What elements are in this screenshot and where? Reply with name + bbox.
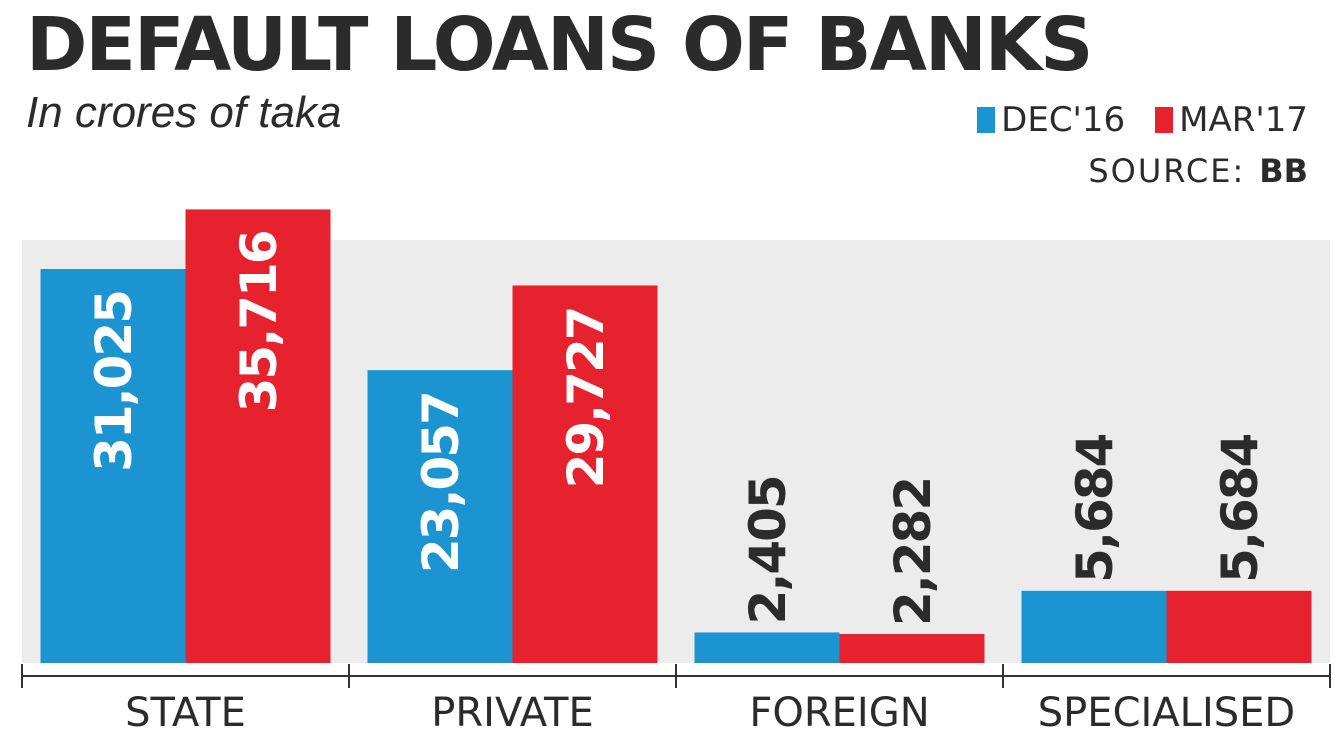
data-label-foreign-0: 2,405: [739, 476, 797, 624]
source-note: SOURCE: BB: [1088, 152, 1308, 190]
legend-item-mar17: MAR'17: [1155, 100, 1308, 140]
source-value: BB: [1259, 152, 1308, 190]
category-label-private: PRIVATE: [431, 690, 593, 731]
source-label: SOURCE:: [1088, 152, 1246, 190]
legend-item-dec16: DEC'16: [977, 100, 1125, 140]
legend-swatch-dec16: [977, 107, 996, 133]
data-label-specialised-0: 5,684: [1066, 434, 1124, 582]
bar-state-1: [185, 209, 331, 663]
data-label-specialised-1: 5,684: [1211, 434, 1269, 582]
data-label-state-1: 35,716: [230, 231, 288, 412]
bar-private-1: [512, 285, 658, 663]
category-label-specialised: SPECIALISED: [1038, 690, 1295, 731]
bar-private-0: [367, 370, 513, 663]
bar-specialised-0: [1021, 590, 1167, 663]
bar-foreign-1: [839, 634, 985, 663]
legend-label-mar17: MAR'17: [1179, 100, 1308, 140]
legend: DEC'16 MAR'17: [977, 100, 1308, 140]
bar-specialised-1: [1166, 590, 1312, 663]
data-label-private-1: 29,727: [557, 307, 615, 488]
category-label-state: STATE: [125, 690, 246, 731]
data-label-foreign-1: 2,282: [884, 478, 942, 626]
chart-title: DEFAULT LOANS OF BANKS: [26, 2, 1093, 88]
chart-subtitle: In crores of taka: [26, 88, 342, 137]
legend-swatch-mar17: [1155, 107, 1174, 133]
data-label-private-0: 23,057: [412, 392, 470, 573]
data-label-state-0: 31,025: [85, 291, 143, 472]
category-label-foreign: FOREIGN: [749, 690, 929, 731]
bar-state-0: [40, 268, 186, 663]
bar-foreign-0: [694, 632, 840, 663]
legend-label-dec16: DEC'16: [1001, 100, 1126, 140]
